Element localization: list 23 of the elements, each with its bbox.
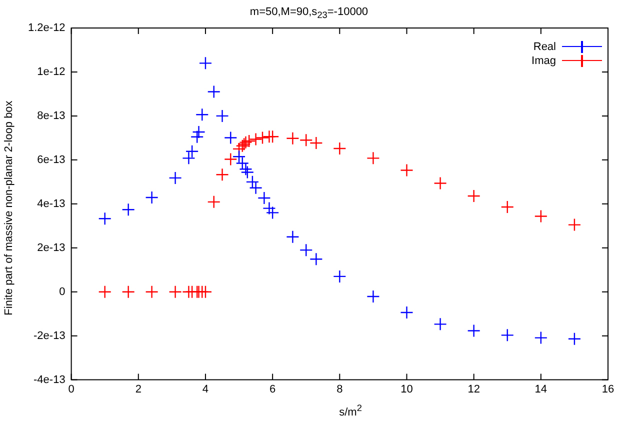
y-tick-label: 1.2e-12 <box>28 22 66 34</box>
y-tick-label: -2e-13 <box>34 330 66 342</box>
x-tick-label: 2 <box>135 383 142 396</box>
x-tick-label: 4 <box>202 383 209 396</box>
legend-label: Imag <box>532 55 556 67</box>
x-axis-title: s/m$^{2}$ <box>338 403 363 419</box>
x-tick-label: 12 <box>468 383 480 396</box>
y-tick-label: 6e-13 <box>37 154 66 166</box>
x-tick-label: 0 <box>68 383 74 396</box>
x-tick-label: 16 <box>602 383 614 396</box>
legend-label: Real <box>533 41 556 53</box>
y-axis-title: Finite part of massive non-planar 2-loop box <box>3 100 15 316</box>
y-tick-label: 0 <box>59 286 66 298</box>
y-tick-label: 8e-13 <box>37 110 66 122</box>
y-tick-label: 2e-13 <box>37 242 66 254</box>
y-tick-label: 4e-13 <box>37 198 66 210</box>
x-tick-label: 8 <box>336 383 343 396</box>
x-tick-label: 14 <box>534 383 548 396</box>
x-tick-label: 6 <box>270 383 276 396</box>
y-tick-label: 1e-12 <box>37 66 66 78</box>
x-tick-label: 10 <box>400 383 413 396</box>
chart-title: m=50,M=90,s$_{23}$=-10000 <box>248 6 370 20</box>
y-tick-label: -4e-13 <box>34 374 66 386</box>
